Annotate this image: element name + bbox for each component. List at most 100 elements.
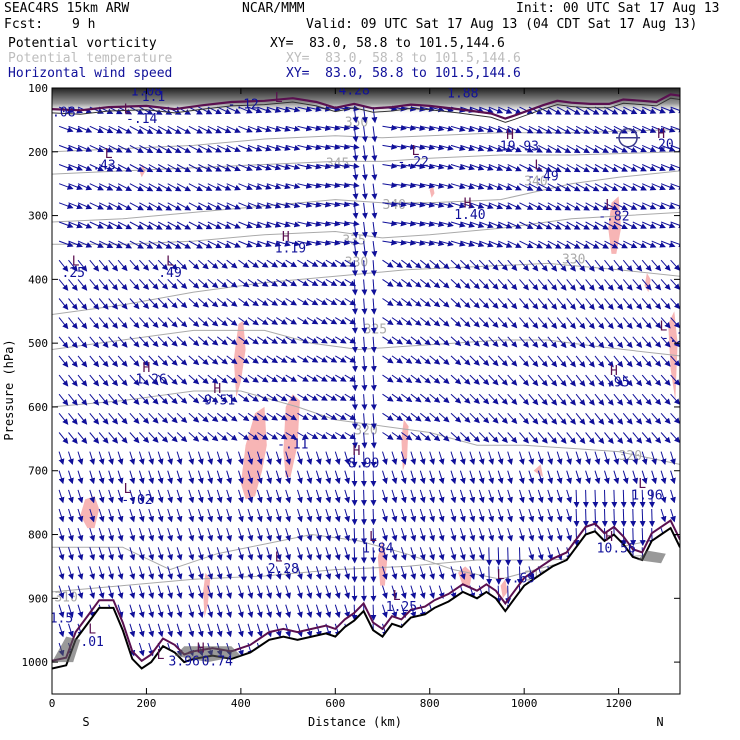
wind-vector [198,298,209,308]
wind-vector [528,336,539,348]
wind-vector [58,240,74,248]
wind-vector [604,202,619,211]
wind-vector [139,240,154,249]
wind-vector [167,240,182,249]
wind-vector [460,202,475,209]
wind-vector [391,508,398,523]
wind-vector [478,470,485,485]
wind-vector [58,317,69,330]
wind-vector [469,451,476,465]
wind-vector [528,470,535,485]
wind-vector [297,106,313,113]
wind-vector [139,355,150,367]
wind-vector [89,566,96,580]
wind-vector [594,432,605,444]
wind-vector [167,393,178,405]
wind-vector [117,374,128,387]
wind-vector [594,183,609,192]
wind-vector [351,432,358,449]
wind-vector [207,221,222,229]
wind-vector [207,412,219,423]
wind-vector [247,240,263,248]
wind-vector [266,317,279,325]
wind-vector [370,355,377,373]
wind-vector [167,279,178,290]
wind-vector [148,470,155,485]
wind-vector [188,527,195,542]
wind-vector [247,106,263,114]
wind-vector [429,298,441,308]
wind-vector [108,164,123,172]
wind-vector [238,374,250,383]
wind-vector [266,355,279,364]
wind-vector [297,317,309,325]
wind-vector [516,547,523,566]
wind-vector [188,298,200,308]
wind-vector [488,432,499,443]
wind-vector [207,508,214,523]
wind-vector [58,355,69,368]
wind-vector [604,259,614,272]
wind-vector [325,470,332,485]
wind-vector [216,336,228,346]
wind-vector [238,623,244,638]
wind-vector [198,106,213,115]
wind-vector [401,182,417,189]
wind-vector [226,412,238,422]
wind-vector [98,412,109,425]
wind-vector [641,164,657,172]
wind-vector [148,508,155,523]
wind-vector [450,374,462,385]
wind-vector [382,201,398,208]
wind-vector [641,355,652,368]
wind-vector [98,508,105,523]
wind-vector [352,202,359,219]
wind-vector [266,298,279,306]
wind-vector [391,374,403,383]
wind-vector [325,182,341,189]
wind-vector [585,240,600,249]
y-tick-label: 100 [28,82,48,95]
wind-vector [89,527,96,542]
wind-vector [129,279,140,291]
wind-vector [198,144,213,153]
pv-extremum-label: -.95 [598,376,629,391]
wind-vector [391,143,407,150]
wind-vector [439,144,454,151]
wind-vector [207,527,214,542]
wind-vector [351,489,358,507]
wind-vector [207,451,214,465]
wind-vector [167,202,182,211]
wind-vector [528,221,543,230]
wind-vector [276,202,291,209]
wind-vector [469,259,480,271]
wind-vector [519,355,529,367]
wind-vector [108,432,119,444]
wind-vector [129,432,140,444]
x-endpoint-south: S [82,715,89,729]
wind-vector [188,240,203,249]
wind-vector [382,451,388,465]
wind-vector [197,585,204,599]
wind-vector [351,413,358,430]
wind-vector [344,220,360,227]
wind-vector [148,202,163,211]
wind-vector [641,393,652,406]
wind-vector [306,240,322,246]
wind-vector [306,489,313,504]
wind-vector [370,508,377,526]
wind-vector [68,202,83,210]
wind-vector [519,317,529,329]
wind-vector [478,527,485,542]
wind-vector [651,259,662,272]
wind-vector [438,470,445,485]
wind-vector [632,393,643,406]
wind-vector [129,374,140,386]
wind-vector [604,240,619,249]
wind-vector [148,125,163,134]
wind-vector [400,470,407,485]
wind-vector [400,585,407,599]
wind-vector [238,451,244,465]
wind-vector [117,412,128,425]
wind-vector [68,432,78,444]
